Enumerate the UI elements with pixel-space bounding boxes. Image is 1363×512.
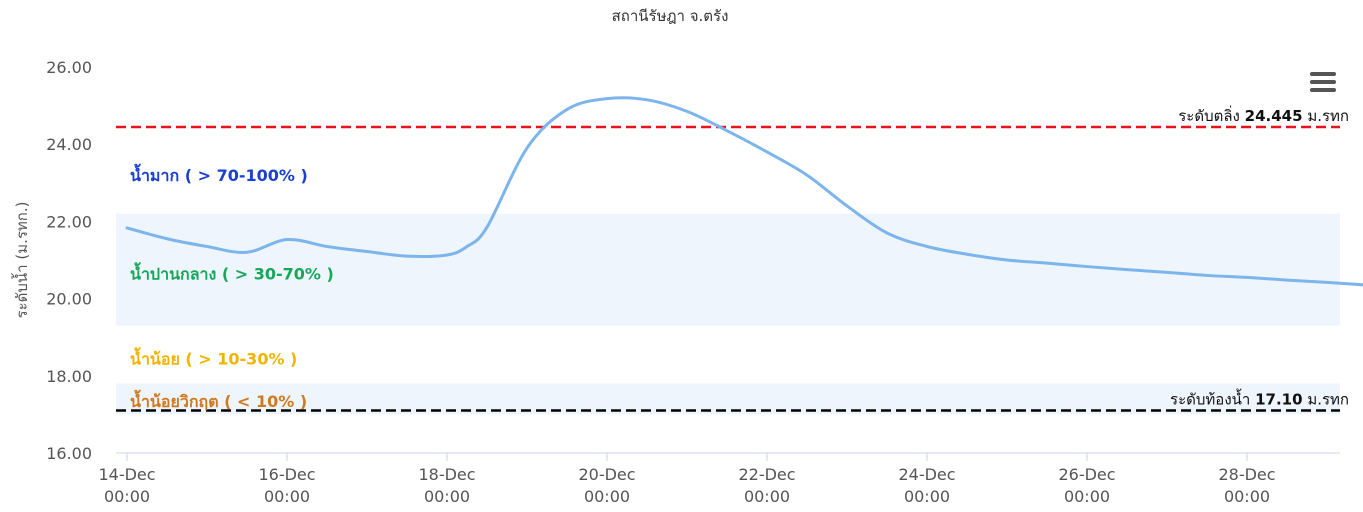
x-tick-label-time: 00:00 bbox=[1224, 487, 1270, 506]
reference-line-prefix: ระดับท้องน้ำ bbox=[1170, 389, 1255, 409]
zone-label: น้ำน้อย ( > 10-30% ) bbox=[130, 346, 297, 368]
x-axis: 14-Dec 00:00 16-Dec 00:00 18-Dec 00:00 20-Dec 0… bbox=[98, 452, 1340, 506]
x-tick-label: 26-Dec bbox=[1058, 465, 1115, 484]
x-tick-label: 20-Dec bbox=[578, 465, 635, 484]
chart-title: สถานีรัษฎา จ.ตรัง bbox=[612, 7, 729, 25]
x-tick-label: 14-Dec bbox=[98, 465, 155, 484]
hamburger-menu-icon bbox=[1310, 88, 1336, 92]
reference-line-unit: ม.รทก bbox=[1303, 107, 1349, 125]
reference-line-label: ระดับตลิ่ง 24.445 ม.รทก bbox=[1178, 105, 1349, 125]
zone-label: น้ำมาก ( > 70-100% ) bbox=[130, 163, 308, 185]
series-group bbox=[125, 96, 1363, 287]
x-tick-label: 16-Dec bbox=[258, 465, 315, 484]
reference-line-label: ระดับท้องน้ำ 17.10 ม.รทก bbox=[1170, 389, 1349, 409]
y-tick-label: 26.00 bbox=[46, 58, 92, 77]
water-level-series-line bbox=[125, 96, 1363, 287]
x-tick-label: 22-Dec bbox=[738, 465, 795, 484]
zone-label: น้ำปานกลาง ( > 30-70% ) bbox=[130, 262, 334, 284]
y-tick-label: 16.00 bbox=[46, 444, 92, 463]
x-tick-label-time: 00:00 bbox=[904, 487, 950, 506]
reference-line-value: 24.445 bbox=[1245, 107, 1303, 125]
zone-band bbox=[116, 383, 1340, 415]
x-tick-label-time: 00:00 bbox=[424, 487, 470, 506]
y-tick-label: 18.00 bbox=[46, 367, 92, 386]
x-tick-label-time: 00:00 bbox=[1064, 487, 1110, 506]
reference-line-value: 17.10 bbox=[1255, 391, 1302, 409]
x-tick-label-time: 00:00 bbox=[104, 487, 150, 506]
band-group bbox=[116, 213, 1340, 415]
reference-line-unit: ม.รทก bbox=[1303, 391, 1349, 409]
x-tick-label: 18-Dec bbox=[418, 465, 475, 484]
zone-label: น้ำน้อยวิกฤต ( < 10% ) bbox=[130, 389, 307, 411]
x-tick-label-time: 00:00 bbox=[744, 487, 790, 506]
y-tick-label: 20.00 bbox=[46, 290, 92, 309]
y-tick-label: 22.00 bbox=[46, 212, 92, 231]
x-tick-label-time: 00:00 bbox=[264, 487, 310, 506]
x-tick-label-time: 00:00 bbox=[584, 487, 630, 506]
hamburger-menu-icon bbox=[1310, 80, 1336, 84]
x-tick-label: 28-Dec bbox=[1218, 465, 1275, 484]
chart-menu-button[interactable] bbox=[1308, 72, 1338, 98]
x-tick-label: 24-Dec bbox=[898, 465, 955, 484]
reference-line-prefix: ระดับตลิ่ง bbox=[1178, 105, 1244, 125]
y-tick-label: 24.00 bbox=[46, 135, 92, 154]
zone-labels: น้ำมาก ( > 70-100% ) น้ำปานกลาง ( > 30-70… bbox=[130, 163, 334, 411]
hamburger-menu-icon bbox=[1310, 72, 1336, 76]
y-axis-label: ระดับน้ำ (ม.รทก.) bbox=[11, 202, 31, 319]
y-axis: 16.00 18.00 20.00 22.00 24.00 26.00 bbox=[46, 58, 92, 463]
